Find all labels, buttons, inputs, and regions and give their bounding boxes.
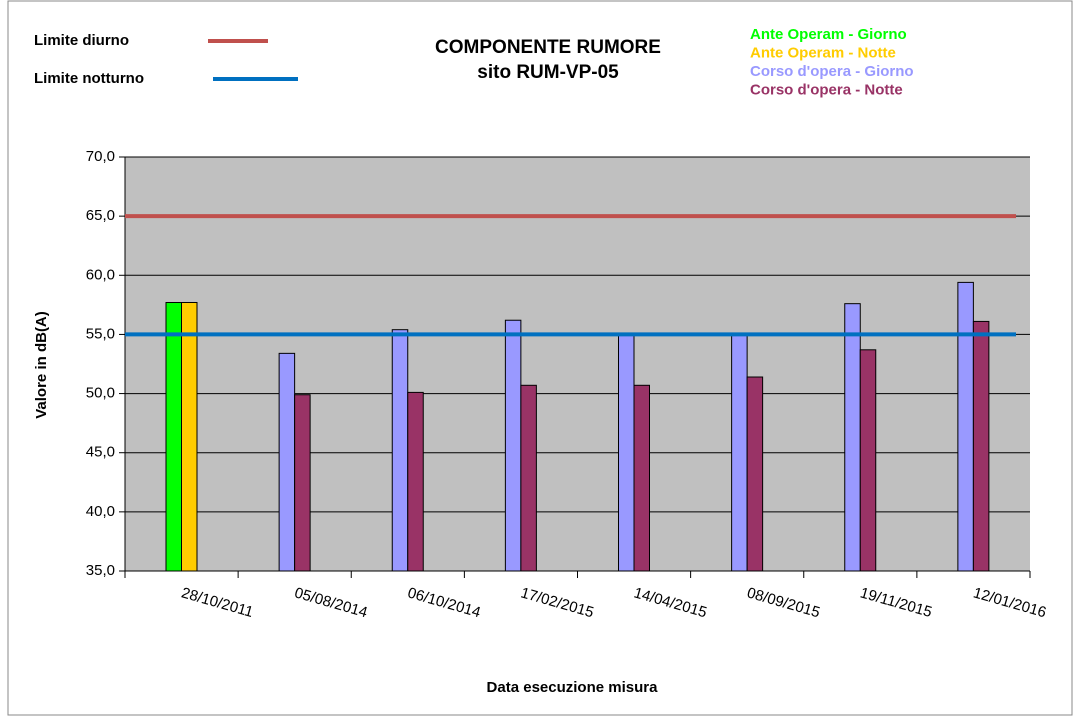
bar — [181, 301, 198, 572]
bar — [618, 333, 635, 572]
plot-area — [125, 157, 1030, 571]
bar — [165, 301, 182, 572]
legend-label: Corso d'opera - Giorno — [750, 63, 914, 80]
bar — [957, 281, 974, 572]
y-tick-label: 35,0 — [86, 562, 115, 579]
chart-title: COMPONENTE RUMORE — [435, 37, 661, 58]
y-tick-label: 40,0 — [86, 503, 115, 520]
bar — [859, 349, 877, 572]
bar — [520, 384, 537, 572]
x-axis-title: Data esecuzione misura — [487, 679, 659, 696]
bar — [278, 352, 296, 572]
bar — [391, 329, 409, 572]
bar — [731, 333, 748, 572]
bar — [633, 384, 650, 572]
bar — [972, 320, 990, 572]
y-axis-title: Valore in dB(A) — [33, 311, 50, 419]
legend-label: Ante Operam - Giorno — [750, 26, 907, 43]
y-tick-label: 55,0 — [86, 325, 115, 342]
y-tick-label: 50,0 — [86, 385, 115, 402]
y-tick-label: 45,0 — [86, 444, 115, 461]
bar — [294, 394, 311, 572]
y-tick-label: 70,0 — [86, 148, 115, 165]
y-tick-label: 60,0 — [86, 266, 115, 283]
bar — [844, 303, 861, 572]
legend-label: Corso d'opera - Notte — [750, 81, 903, 98]
bar — [407, 391, 424, 572]
bar — [504, 319, 522, 572]
legend-label: Limite diurno — [34, 32, 129, 49]
chart-subtitle: sito RUM-VP-05 — [477, 62, 619, 83]
legend-label: Limite notturno — [34, 70, 144, 87]
bar — [746, 376, 764, 572]
legend-label: Ante Operam - Notte — [750, 44, 896, 61]
y-tick-label: 65,0 — [86, 207, 115, 224]
